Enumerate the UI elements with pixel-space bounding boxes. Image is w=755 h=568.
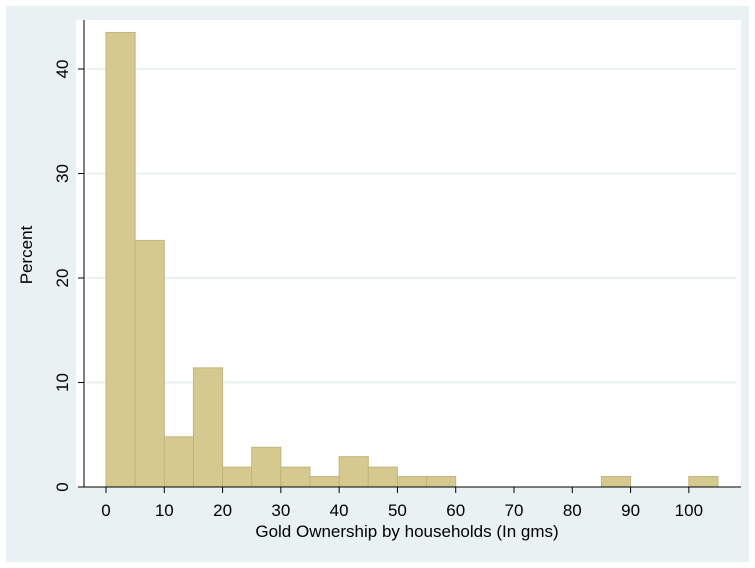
x-tick-label: 80 [563,501,582,520]
histogram-bar [338,456,369,488]
histogram-bar [192,367,224,488]
histogram-bar [280,466,311,488]
histogram-bar [367,466,398,488]
histogram-bar [396,476,428,488]
y-axis-title: Percent [17,225,36,284]
x-tick-label: 90 [621,501,640,520]
histogram-bar [600,476,632,488]
x-tick-label: 60 [446,501,465,520]
x-tick-label: 30 [271,501,290,520]
histogram-bar [163,436,194,488]
x-tick-label: 10 [155,501,174,520]
x-tick-label: 50 [388,501,407,520]
x-tick-label: 100 [675,501,703,520]
y-tick-label: 0 [53,482,72,491]
x-tick-label: 70 [505,501,524,520]
y-tick-label: 20 [53,269,72,288]
histogram-bar [134,239,165,488]
y-tick-label: 30 [53,164,72,183]
histogram-bar [426,476,457,488]
histogram-bar [222,466,253,488]
y-tick-label: 10 [53,373,72,392]
histogram-bar [251,446,282,488]
x-axis-title: Gold Ownership by households (In gms) [255,522,558,541]
histogram-bar [309,476,340,488]
axes: 0 10 20 30 40 0 10 20 30 40 50 60 70 80 90 100 [53,20,741,520]
x-tick-label: 0 [101,501,110,520]
histogram-bar [688,476,719,488]
y-tick-label: 40 [53,60,72,79]
x-tick-label: 40 [330,501,349,520]
plot-background [76,20,741,487]
x-tick-label: 20 [213,501,232,520]
histogram-bar [105,31,136,488]
